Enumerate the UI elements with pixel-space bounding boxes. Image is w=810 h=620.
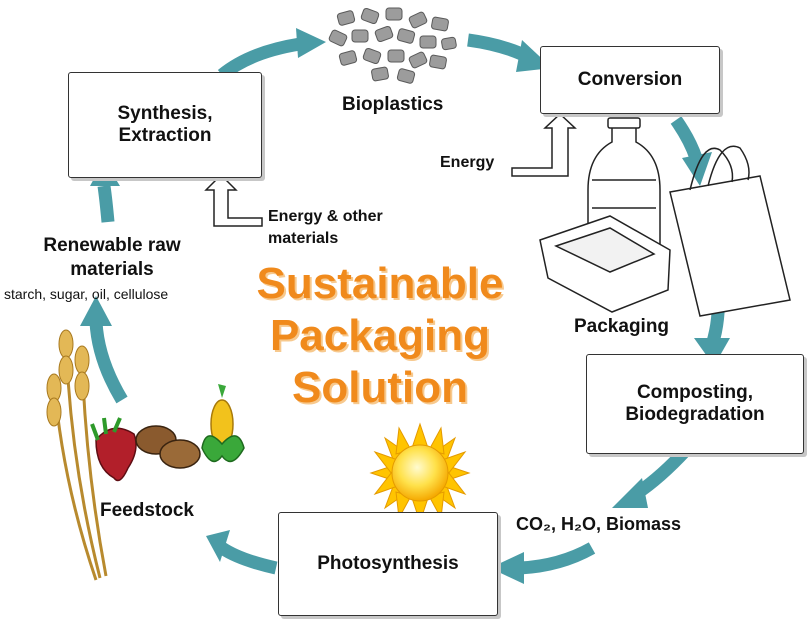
- energy-label: Energy: [440, 154, 495, 171]
- co2-h2o-biomass-label: CO₂, H₂O, Biomass: [516, 514, 682, 534]
- synthesis-extraction-box: Synthesis, Extraction: [68, 72, 262, 178]
- title-line-1: Sustainable: [256, 259, 504, 308]
- energy-materials-input-arrow: [204, 173, 263, 227]
- packaging-illustration: [539, 117, 791, 317]
- renewable-raw-materials-label: Renewable raw materials: [43, 235, 181, 280]
- arrow-synthesis-to-bioplastics: [217, 37, 302, 81]
- arrow-feedstock-to-renewable: [89, 321, 128, 404]
- diagram-title: Sustainable Packaging Solution: [230, 258, 530, 414]
- arrow-co2-to-photosynthesis: [519, 542, 596, 575]
- energy-other-materials-label: Energy & other materials: [268, 208, 383, 247]
- conversion-box: Conversion: [540, 46, 720, 114]
- bioplastic-granules-illustration: [328, 7, 457, 84]
- composting-biodegradation-box: Composting, Biodegradation: [586, 354, 804, 454]
- feedstock-label: Feedstock: [100, 500, 194, 521]
- arrow-conversion-to-packaging: [670, 116, 703, 161]
- feedstock-illustration: [46, 329, 245, 581]
- arrow-photosynthesis-to-feedstock: [218, 542, 278, 575]
- sun-illustration: [369, 422, 471, 524]
- bag-shape: [669, 175, 791, 317]
- energy-input-arrow: [511, 112, 577, 177]
- renewable-materials-examples: starch, sugar, oil, cellulose: [4, 286, 169, 302]
- bioplastics-label: Bioplastics: [342, 94, 444, 115]
- title-line-2: Packaging: [269, 311, 491, 360]
- bottle-cap: [607, 117, 641, 129]
- photosynthesis-box: Photosynthesis: [278, 512, 498, 616]
- beet-shape: [95, 427, 137, 482]
- title-line-3: Solution: [292, 363, 468, 412]
- packaging-label: Packaging: [574, 316, 670, 337]
- arrow-renewable-to-synthesis: [97, 185, 115, 223]
